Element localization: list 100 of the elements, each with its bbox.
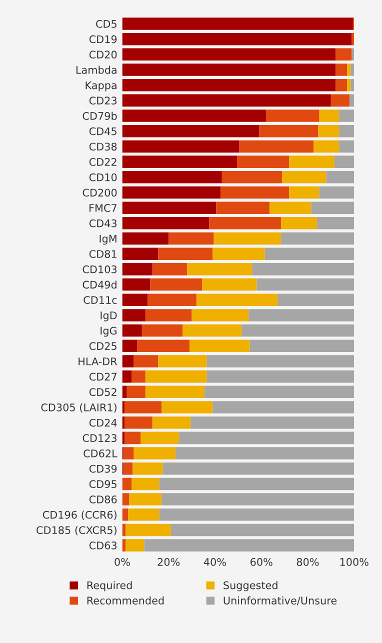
y-tick-label: CD185 (CXCR5) [36,526,116,536]
bar [122,248,158,260]
bar [145,386,205,398]
bar [347,78,351,92]
y-tick-label: CD43 [89,219,117,228]
bar [122,171,222,184]
bar [124,432,141,444]
bar [182,324,242,337]
bar [192,309,249,322]
bar [122,278,150,291]
bar [158,355,207,368]
y-tick-label: CD23 [89,96,117,105]
y-tick-label: CD25 [89,342,116,350]
bar [336,78,348,92]
bar [150,278,202,291]
bar [196,294,278,306]
bar [289,156,334,168]
bar [152,416,191,429]
y-tick-label: CD5 [96,20,116,28]
x-tick-label: 100% [340,558,368,566]
y-tick-label: CD49d [82,280,116,289]
bar [122,78,336,92]
legend-label: Uninformative/Unsure [224,596,337,606]
bar [220,186,290,199]
y-tick-label: CD38 [89,142,117,151]
bar [162,493,354,506]
bar [204,386,354,398]
bar [281,217,318,230]
bar [122,340,138,352]
y-tick-label: CD39 [89,464,117,473]
bar [314,140,340,153]
bar [209,217,282,230]
bar [336,64,348,76]
bar [170,524,354,536]
bar [222,171,282,184]
bar [137,340,190,352]
y-tick-label: Lambda [76,66,116,74]
bar [128,508,160,521]
y-tick-label: CD24 [89,418,117,427]
bar [330,94,350,107]
bar [158,248,213,260]
bar [152,263,188,276]
bar [126,386,146,398]
bar [134,447,176,460]
bar [339,140,354,153]
bar [122,94,331,107]
bar [122,294,148,306]
bar [144,539,354,552]
bar [256,278,354,291]
y-tick-label: CD45 [89,127,116,136]
x-tick-label: 20% [158,558,180,566]
bar [145,309,192,322]
bar [148,294,196,306]
y-tick-label: CD52 [89,388,116,396]
legend-label: Required [87,581,132,592]
bar [134,355,158,368]
bar [237,156,290,168]
bar [339,110,354,122]
bar [122,186,221,199]
bar [140,432,180,444]
bar [264,248,354,260]
bar [311,202,354,214]
x-tick-label: 40% [204,558,226,566]
bar [190,416,354,429]
bar [206,370,354,383]
bar [122,140,240,153]
bar [132,370,146,383]
bar [126,524,171,536]
bar [122,124,260,138]
bar [239,140,314,153]
y-tick-label: CD86 [89,496,117,504]
y-tick-label: CD95 [89,480,116,488]
bar [132,478,160,490]
bar [350,64,354,76]
x-tick-label: 60% [250,558,272,566]
bar [122,324,142,337]
y-tick-label: IgM [100,234,116,245]
bar [124,416,152,429]
bar [126,539,144,552]
bar [122,355,134,368]
bar [122,48,336,61]
x-tick-label: 0% [114,558,130,566]
y-tick-label: IgD [100,312,117,322]
bar [122,508,128,521]
bar [122,110,266,122]
y-tick-label: FMC7 [90,204,116,212]
bar [266,110,320,122]
bar [242,324,354,337]
bar [123,447,134,460]
x-tick-label: 80% [296,558,319,566]
legend-label: Recommended [87,596,164,604]
bar [176,447,354,460]
bar [248,309,354,322]
bar [159,478,354,490]
y-tick-label: CD63 [89,542,117,550]
bar [206,355,354,368]
bar [168,232,214,245]
bar [122,32,352,46]
y-tick-label: HLA-DR [78,358,118,366]
bar [122,156,238,168]
